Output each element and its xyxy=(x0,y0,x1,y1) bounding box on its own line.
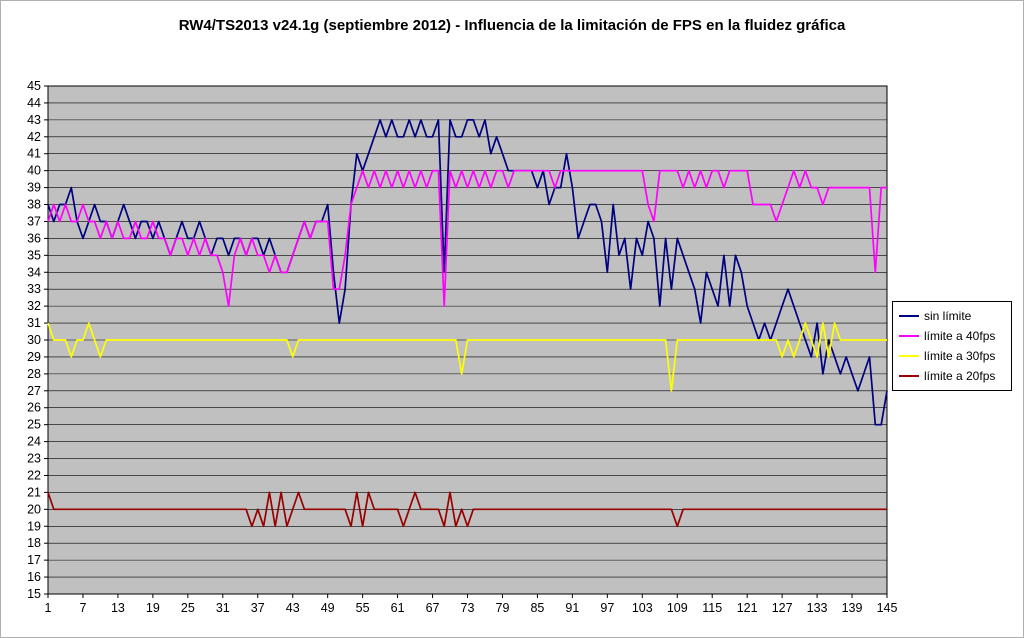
y-axis-label: 43 xyxy=(27,113,41,127)
x-axis-label: 127 xyxy=(772,601,793,615)
y-axis-label: 30 xyxy=(27,333,41,347)
y-axis-label: 44 xyxy=(27,96,41,110)
legend-label: límite a 40fps xyxy=(924,329,996,343)
y-axis-label: 25 xyxy=(27,418,41,432)
legend-item-limite-20fps: límite a 20fps xyxy=(899,369,1005,383)
series-line-sin-límite xyxy=(47,119,888,426)
x-axis-label: 61 xyxy=(391,601,405,615)
y-axis-label: 38 xyxy=(27,198,41,212)
y-axis-label: 29 xyxy=(27,350,41,364)
y-axis-label: 45 xyxy=(27,79,41,93)
y-axis-label: 22 xyxy=(27,468,41,482)
y-axis-label: 27 xyxy=(27,384,41,398)
y-axis-label: 20 xyxy=(27,502,41,516)
y-axis-label: 31 xyxy=(27,316,41,330)
x-axis-label: 37 xyxy=(251,601,265,615)
x-axis-label: 55 xyxy=(356,601,370,615)
y-axis-label: 39 xyxy=(27,181,41,195)
x-axis-label: 73 xyxy=(461,601,475,615)
x-axis-label: 79 xyxy=(496,601,510,615)
y-axis-label: 16 xyxy=(27,570,41,584)
legend: sin límite límite a 40fps límite a 30fps… xyxy=(892,301,1012,391)
x-axis-label: 103 xyxy=(632,601,653,615)
y-axis-label: 23 xyxy=(27,452,41,466)
legend-label: límite a 20fps xyxy=(924,369,996,383)
x-axis-label: 67 xyxy=(426,601,440,615)
x-axis-label: 1 xyxy=(45,601,52,615)
y-axis-label: 37 xyxy=(27,214,41,228)
series-line-límite-a-20fps xyxy=(47,491,887,528)
x-axis-label: 97 xyxy=(600,601,614,615)
legend-item-sin-limite: sin límite xyxy=(899,309,1005,323)
line-swatch-icon xyxy=(899,315,919,317)
x-axis-label: 133 xyxy=(807,601,828,615)
x-axis-label: 109 xyxy=(667,601,688,615)
x-axis-label: 19 xyxy=(146,601,160,615)
x-axis-label: 43 xyxy=(286,601,300,615)
y-axis-label: 18 xyxy=(27,536,41,550)
y-axis-label: 33 xyxy=(27,282,41,296)
x-axis-label: 25 xyxy=(181,601,195,615)
x-axis-label: 85 xyxy=(530,601,544,615)
y-axis-label: 36 xyxy=(27,231,41,245)
x-axis-label: 13 xyxy=(111,601,125,615)
y-axis-label: 17 xyxy=(27,553,41,567)
y-axis-label: 24 xyxy=(27,435,41,449)
y-axis-label: 41 xyxy=(27,147,41,161)
series-line-límite-a-40fps xyxy=(47,169,887,307)
chart-title: RW4/TS2013 v24.1g (septiembre 2012) - In… xyxy=(178,17,846,34)
line-swatch-icon xyxy=(899,375,919,377)
line-swatch-icon xyxy=(899,355,919,357)
y-axis-label: 28 xyxy=(27,367,41,381)
y-axis-label: 15 xyxy=(27,587,41,601)
y-axis-label: 21 xyxy=(27,485,41,499)
y-axis-label: 34 xyxy=(27,265,41,279)
y-axis-label: 32 xyxy=(27,299,41,313)
y-axis-label: 40 xyxy=(27,164,41,178)
y-axis-label: 35 xyxy=(27,248,41,262)
x-axis-label: 31 xyxy=(216,601,230,615)
line-swatch-icon xyxy=(899,335,919,337)
y-axis-label: 26 xyxy=(27,401,41,415)
y-axis-label: 19 xyxy=(27,519,41,533)
series-line-límite-a-30fps xyxy=(47,322,887,392)
x-axis-label: 145 xyxy=(877,601,898,615)
x-axis-label: 139 xyxy=(842,601,863,615)
legend-label: sin límite xyxy=(924,309,972,323)
x-axis-label: 7 xyxy=(79,601,86,615)
legend-item-limite-30fps: límite a 30fps xyxy=(899,349,1005,363)
legend-label: límite a 30fps xyxy=(924,349,996,363)
y-axis-label: 42 xyxy=(27,130,41,144)
legend-item-limite-40fps: límite a 40fps xyxy=(899,329,1005,343)
x-axis-label: 49 xyxy=(321,601,335,615)
x-axis-label: 121 xyxy=(737,601,758,615)
x-axis-label: 91 xyxy=(565,601,579,615)
x-axis-label: 115 xyxy=(702,601,722,615)
